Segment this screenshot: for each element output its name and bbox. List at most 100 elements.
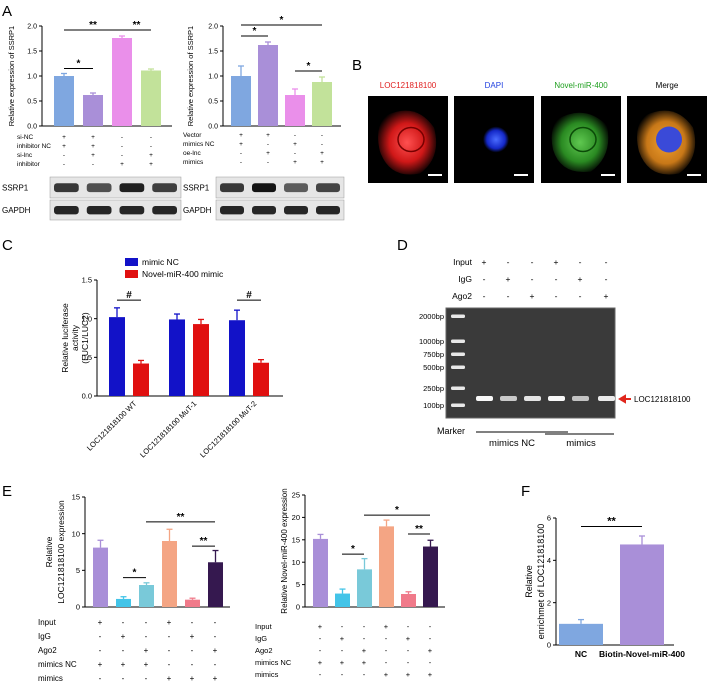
legend-swatch xyxy=(125,258,138,266)
y-tick-label: 0.0 xyxy=(208,123,218,130)
condition-sign: - xyxy=(121,152,123,159)
condition-sign: - xyxy=(240,150,242,157)
y-tick-label: 5 xyxy=(76,566,80,575)
significance-label: * xyxy=(351,544,355,555)
condition-sign: - xyxy=(321,141,323,148)
condition-sign: - xyxy=(429,622,432,631)
condition-sign: + xyxy=(318,622,323,631)
condition-sign: + xyxy=(98,660,103,669)
condition-sign: + xyxy=(213,674,218,683)
condition-sign: + xyxy=(167,618,172,627)
y-tick-label: 0 xyxy=(547,641,551,650)
condition-sign: - xyxy=(605,257,608,267)
condition-sign: - xyxy=(483,274,486,284)
blot-band xyxy=(86,206,112,215)
blot-label: SSRP1 xyxy=(2,183,29,192)
x-tick-label: Biotin-Novel-miR-400 xyxy=(599,649,685,659)
blot-membrane xyxy=(49,199,182,221)
marker-band xyxy=(451,403,465,407)
blot-band xyxy=(252,183,276,193)
blot-band xyxy=(316,206,340,215)
y-axis-label: activity xyxy=(70,324,80,351)
marker-size-label: 500bp xyxy=(423,363,444,372)
condition-sign: - xyxy=(145,674,148,683)
y-tick-label: 6 xyxy=(547,514,551,523)
legend-label: Novel-miR-400 mimic xyxy=(142,269,224,279)
blot-band xyxy=(152,183,177,193)
bar xyxy=(313,538,328,607)
y-axis-label: Relative Novel-miR-400 expression xyxy=(280,488,289,613)
condition-sign: + xyxy=(239,132,243,139)
y-tick-label: 0.0 xyxy=(82,392,92,401)
y-axis-label: Relative expression of SSRP1 xyxy=(186,26,195,126)
condition-label: mimics xyxy=(38,674,63,683)
condition-sign: + xyxy=(340,658,345,667)
significance-label: * xyxy=(280,15,284,26)
condition-sign: - xyxy=(429,658,432,667)
condition-sign: + xyxy=(120,161,124,168)
condition-sign: + xyxy=(384,670,389,679)
condition-sign: - xyxy=(150,134,152,141)
chart-c-luciferase: 0.0 0.5 1.0 1.5 Relative luciferase activity(… xyxy=(60,257,283,459)
condition-sign: - xyxy=(341,670,344,679)
sample-band xyxy=(598,396,615,401)
condition-sign: - xyxy=(363,670,366,679)
condition-sign: - xyxy=(531,257,534,267)
condition-sign: - xyxy=(168,660,171,669)
condition-label: Input xyxy=(255,622,273,631)
panel-label-a: A xyxy=(2,3,12,20)
significance-label: # xyxy=(246,290,252,301)
panel-d-gel: Input + - - + - - IgG - + - - + - Ago2 - - + - - +2000bp 1000… xyxy=(419,257,691,449)
condition-sign: + xyxy=(266,150,270,157)
y-tick-label: 0 xyxy=(76,603,80,612)
condition-label: Vector xyxy=(183,132,202,139)
condition-sign: - xyxy=(319,634,322,643)
chart-a2-ssrp1: 0.0 0.5 1.0 1.5 2.0 Relative expression of SS… xyxy=(183,15,345,221)
y-tick-label: 2.0 xyxy=(208,23,218,30)
y-axis-label: Relative expression of SSRP1 xyxy=(7,26,16,126)
condition-sign: - xyxy=(121,134,123,141)
condition-sign: + xyxy=(406,634,411,643)
sample-band xyxy=(548,396,565,401)
bar xyxy=(83,95,103,126)
y-tick-label: 1.0 xyxy=(27,73,37,80)
marker-size-label: 750bp xyxy=(423,350,444,359)
condition-label: mimics NC xyxy=(183,141,215,148)
significance-label: * xyxy=(395,505,399,516)
condition-sign: + xyxy=(167,674,172,683)
channel-label: DAPI xyxy=(485,81,504,90)
condition-sign: + xyxy=(293,141,297,148)
condition-sign: - xyxy=(321,132,323,139)
y-tick-label: 0.0 xyxy=(27,123,37,130)
condition-sign: - xyxy=(385,658,388,667)
channel-label: LOC121818100 xyxy=(380,81,437,90)
condition-label: inhibitor xyxy=(17,161,41,168)
condition-label: mimics xyxy=(255,670,279,679)
condition-sign: - xyxy=(145,632,148,641)
condition-sign: - xyxy=(214,618,217,627)
nucleus-outline xyxy=(397,126,425,153)
blot-band xyxy=(252,206,276,215)
blot-band xyxy=(284,183,308,193)
cell-red xyxy=(378,110,437,175)
y-axis-label: Relative luciferase xyxy=(60,303,70,373)
condition-sign: + xyxy=(91,134,95,141)
significance-label: ** xyxy=(177,512,185,523)
condition-sign: + xyxy=(121,660,126,669)
y-tick-label: 1.5 xyxy=(208,48,218,55)
condition-sign: - xyxy=(63,152,65,159)
condition-sign: + xyxy=(293,159,297,166)
bar xyxy=(559,623,603,645)
condition-label: Ago2 xyxy=(452,291,472,301)
marker-band xyxy=(451,314,465,318)
bar xyxy=(208,562,223,607)
condition-sign: - xyxy=(121,143,123,150)
condition-sign: - xyxy=(168,646,171,655)
condition-sign: - xyxy=(341,646,344,655)
condition-sign: - xyxy=(385,634,388,643)
nucleus-blue xyxy=(483,126,509,153)
significance-label: * xyxy=(133,568,137,579)
x-tick-label: LOC121818100 MuT-1 xyxy=(138,399,198,459)
condition-sign: + xyxy=(554,257,559,267)
condition-sign: - xyxy=(168,632,171,641)
